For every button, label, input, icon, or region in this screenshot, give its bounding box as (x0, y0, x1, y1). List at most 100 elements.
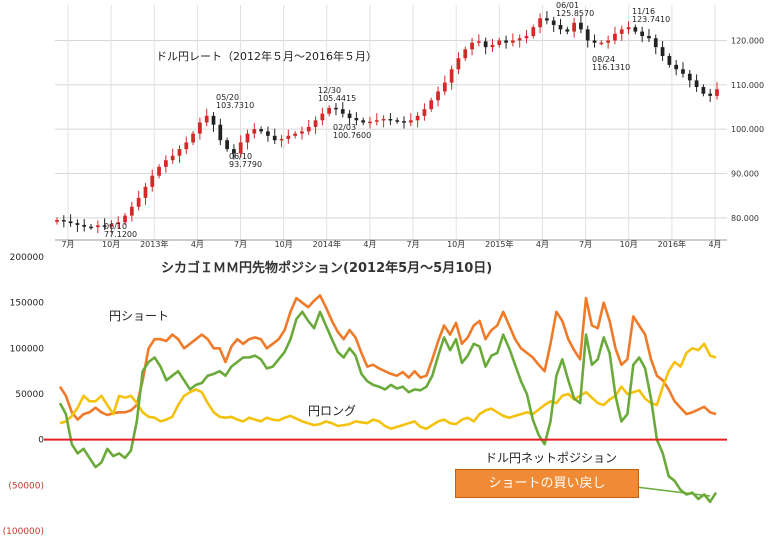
candle-body (68, 221, 73, 224)
candle-body (300, 131, 304, 134)
top-chart-candles (55, 11, 719, 234)
top-annotation-date: 06/10 (229, 152, 252, 161)
series-line (59, 342, 717, 431)
top-annotation-date: 12/30 (318, 86, 341, 95)
candle-body (402, 121, 406, 123)
top-x-tick-label: 4月 (363, 240, 376, 249)
candle-body (442, 82, 447, 92)
candle-body (653, 38, 658, 48)
candle-body (163, 160, 168, 167)
candle-body (61, 220, 66, 222)
top-x-tick-label: 2013年 (140, 239, 168, 249)
candle-body (102, 225, 107, 227)
candle-body (361, 120, 366, 123)
candle-body (694, 80, 699, 88)
top-annotation-value: 125.8570 (556, 9, 594, 18)
top-x-tick-label: 10月 (275, 240, 293, 249)
top-annotation-value: 100.7600 (333, 131, 371, 140)
candle-body (470, 42, 474, 50)
top-y-tick-label: 80.000 (731, 214, 759, 223)
top-x-tick-label: 10月 (447, 240, 465, 249)
top-annotation-date: 11/16 (632, 7, 655, 16)
top-x-tick-label: 4月 (191, 240, 204, 249)
candle-body (613, 33, 617, 41)
candle-body (313, 120, 318, 127)
top-y-tick-label: 110.000 (731, 81, 764, 90)
candle-body (150, 175, 155, 187)
candle-body (327, 107, 332, 114)
candle-body (504, 40, 508, 43)
top-x-tick-label: 10月 (102, 240, 120, 249)
candle-body (170, 155, 175, 161)
candle-body (667, 55, 672, 65)
candle-body (708, 93, 713, 96)
candle-body (660, 47, 665, 56)
candle-body (456, 58, 461, 70)
candle-body (585, 29, 590, 41)
candle-body (511, 40, 515, 43)
candle-body (415, 115, 420, 121)
top-chart-annotations: 06/1077.120005/20103.731006/1093.779012/… (104, 1, 670, 239)
usdjpy-candlestick-chart: 80.000 90.000 100.000 110.000 120.000 7月 10月 2… (55, 1, 764, 249)
bottom-y-tick-label: 0 (38, 436, 44, 446)
candle-body (191, 133, 195, 143)
top-chart-x-tick-labels: 7月 10月 2013年 4月 7月 10月 2014年 4月 7月 10月 2015年 4月 7月 10… (61, 239, 721, 249)
top-x-tick-label: 4月 (536, 240, 549, 249)
candle-body (95, 225, 100, 228)
net-position-label: ドル円ネットポジション (485, 451, 617, 465)
candle-body (347, 113, 352, 119)
top-annotation-value: 93.7790 (229, 160, 262, 169)
candle-body (476, 41, 481, 43)
top-x-tick-label: 10月 (620, 240, 638, 249)
yen-long-label: 円ロング (308, 404, 356, 418)
candle-body (306, 126, 311, 132)
candle-body (82, 224, 87, 227)
candle-body (225, 140, 229, 150)
callout-arrow (635, 486, 711, 497)
candle-body (177, 149, 182, 156)
candle-body (89, 226, 93, 229)
candle-body (429, 100, 434, 110)
candle-body (204, 115, 209, 123)
candle-body (647, 36, 651, 39)
candle-body (218, 124, 223, 141)
candle-body (279, 138, 284, 141)
candle-body (558, 24, 563, 30)
candle-body (136, 197, 141, 207)
top-annotation-value: 103.7310 (216, 101, 254, 110)
candle-body (334, 107, 338, 110)
candle-body (272, 135, 277, 141)
candle-body (715, 89, 719, 96)
candle-body (129, 206, 134, 216)
candle-body (436, 91, 440, 101)
candle-body (354, 118, 359, 121)
candle-body (463, 49, 468, 59)
candle-body (422, 109, 427, 116)
candle-body (545, 18, 549, 21)
top-x-tick-label: 7月 (579, 240, 592, 249)
candle-body (490, 44, 495, 48)
top-annotation-date: 06/10 (104, 222, 127, 231)
candle-body (245, 133, 250, 143)
top-annotation-value: 116.1310 (592, 63, 630, 72)
top-annotation-value: 105.4415 (318, 94, 356, 103)
top-x-tick-label: 7月 (61, 240, 74, 249)
candle-body (116, 222, 121, 225)
candle-body (483, 41, 488, 48)
top-x-tick-label: 7月 (407, 240, 420, 249)
candle-body (579, 22, 583, 30)
candle-body (286, 135, 291, 139)
candle-body (157, 166, 161, 176)
bottom-chart-y-tick-labels: 200000 150000 100000 50000 0 (50000) (100000) (3, 253, 45, 537)
bottom-y-tick-label: 200000 (10, 253, 45, 263)
candle-body (388, 118, 393, 121)
candle-body (687, 73, 692, 81)
candle-body (640, 31, 645, 37)
candle-body (408, 120, 413, 123)
candle-body (565, 29, 570, 32)
candle-body (538, 18, 542, 28)
candle-body (551, 20, 556, 25)
top-annotation-date: 02/03 (333, 123, 356, 132)
bottom-chart-series-lines (58, 294, 718, 504)
candle-body (75, 223, 80, 225)
